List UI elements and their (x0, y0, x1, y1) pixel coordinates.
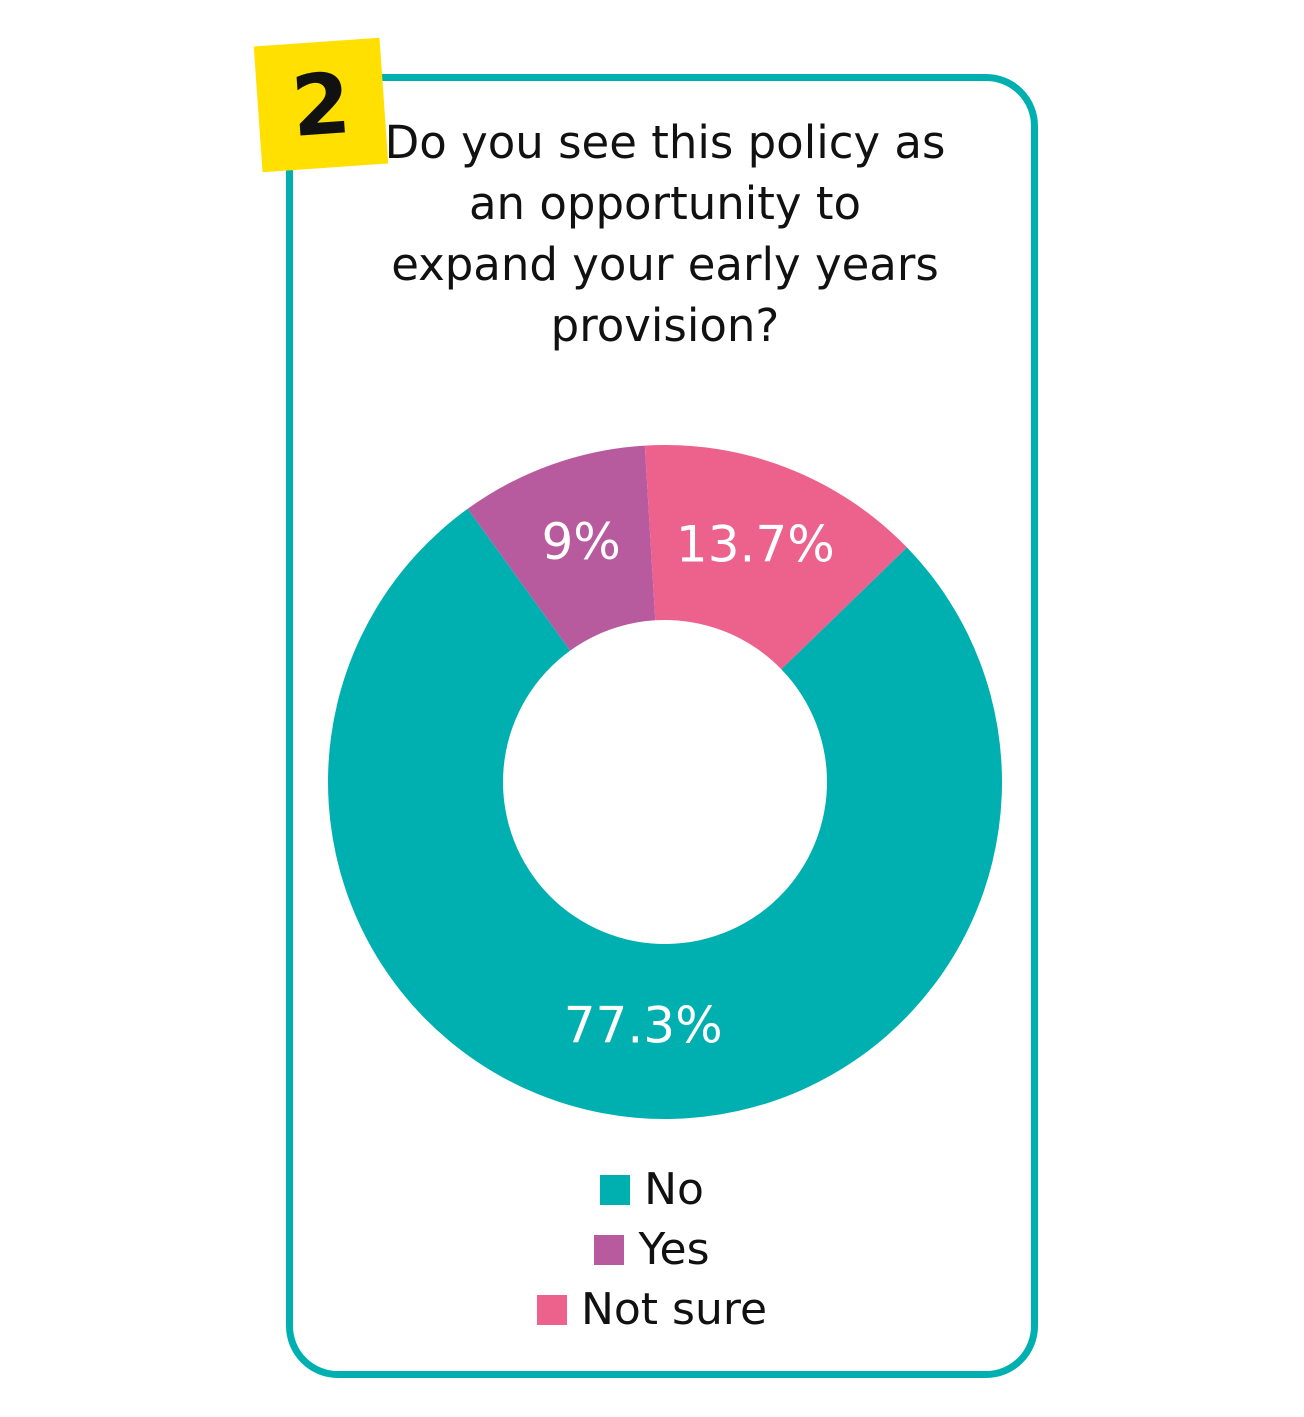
legend-item-no: No (600, 1162, 704, 1218)
chart-title: Do you see this policy as an opportunity… (384, 116, 946, 352)
legend-item-yes: Yes (594, 1222, 710, 1278)
legend-swatch-no (600, 1175, 631, 1205)
slice-yes (467, 445, 656, 651)
legend-item-not-sure: Not sure (536, 1282, 768, 1338)
slice-label-yes: 9% (541, 513, 620, 571)
legend-label-no: No (644, 1164, 704, 1215)
slice-label-no: 77.3% (564, 997, 723, 1055)
slice-no (328, 508, 1002, 1120)
slice-label-not-sure: 13.7% (676, 515, 835, 573)
legend-swatch-yes (594, 1235, 625, 1265)
legend: No Yes Not sure (0, 1162, 1304, 1338)
slice-not-sure (644, 445, 907, 670)
legend-label-yes: Yes (638, 1224, 710, 1275)
legend-swatch-not-sure (536, 1295, 567, 1325)
legend-label-not-sure: Not sure (580, 1284, 768, 1335)
